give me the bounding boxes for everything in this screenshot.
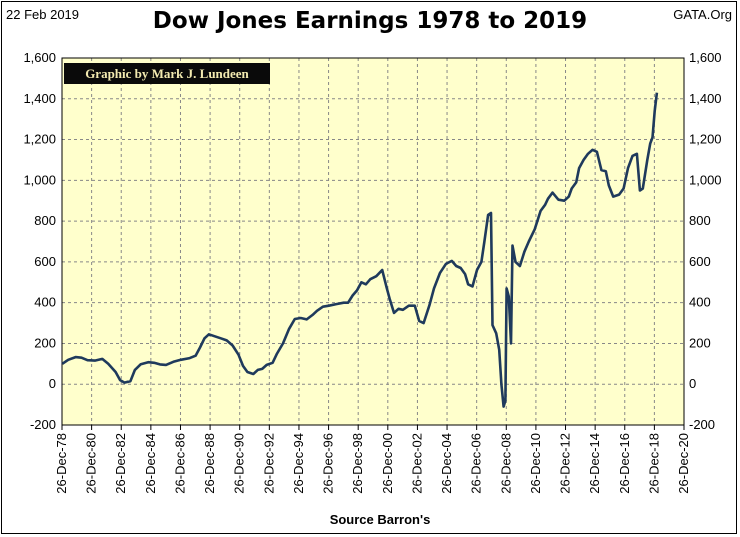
x-tick-label: 26-Dec-12 <box>558 433 573 494</box>
y-tick-label-left: 0 <box>49 376 56 391</box>
y-tick-label-left: 1,200 <box>23 132 56 147</box>
x-tick-label: 26-Dec-92 <box>261 433 276 494</box>
x-tick-label: 26-Dec-08 <box>498 433 513 494</box>
x-tick-label: 26-Dec-96 <box>321 433 336 494</box>
x-tick-label: 26-Dec-82 <box>113 433 128 494</box>
y-tick-label-left: 800 <box>34 213 56 228</box>
plot-border <box>61 57 685 426</box>
y-tick-label-right: 600 <box>689 254 711 269</box>
y-tick-label-left: 600 <box>34 254 56 269</box>
y-tick-label-left: 1,000 <box>23 172 56 187</box>
x-tick-label: 26-Dec-86 <box>172 433 187 494</box>
y-tick-label-right: 800 <box>689 213 711 228</box>
x-tick-label: 26-Dec-14 <box>587 433 602 494</box>
y-tick-label-right: 0 <box>689 376 696 391</box>
x-tick-label: 26-Dec-90 <box>232 433 247 494</box>
x-axis-title: Source Barron's <box>329 512 431 527</box>
x-tick-label: 26-Dec-04 <box>439 433 454 494</box>
y-tick-label-right: 400 <box>689 295 711 310</box>
x-tick-label: 26-Dec-20 <box>676 433 691 494</box>
y-tick-label-right: 1,600 <box>689 50 722 65</box>
x-tick-label: 26-Dec-84 <box>143 433 158 494</box>
plot-area <box>62 58 684 425</box>
x-tick-label: 26-Dec-18 <box>646 433 661 494</box>
chart-title: Dow Jones Earnings 1978 to 2019 <box>152 8 588 34</box>
y-tick-label-left: 400 <box>34 295 56 310</box>
y-tick-label-right: 200 <box>689 335 711 350</box>
x-tick-label: 26-Dec-16 <box>617 433 632 494</box>
x-tick-label: 26-Dec-02 <box>409 433 424 494</box>
y-tick-label-right: 1,000 <box>689 172 722 187</box>
x-tick-label: 26-Dec-88 <box>202 433 217 494</box>
x-tick-label: 26-Dec-80 <box>84 433 99 494</box>
y-tick-label-left: 1,400 <box>23 91 56 106</box>
x-tick-label: 26-Dec-94 <box>291 433 306 494</box>
x-tick-label: 26-Dec-06 <box>469 433 484 494</box>
date-label: 22 Feb 2019 <box>6 7 80 22</box>
x-tick-label: 26-Dec-78 <box>54 433 69 494</box>
y-tick-label-left: 200 <box>34 335 56 350</box>
y-tick-label-right: 1,200 <box>689 132 722 147</box>
x-tick-label: 26-Dec-98 <box>350 433 365 494</box>
y-tick-label-left: -200 <box>30 417 56 432</box>
earnings-line <box>61 92 659 408</box>
credit-banner: Graphic by Mark J. Lundeen <box>64 63 270 84</box>
y-tick-label-left: 1,600 <box>23 50 56 65</box>
y-tick-label-right: -200 <box>689 417 715 432</box>
x-tick-label: 26-Dec-00 <box>380 433 395 494</box>
y-tick-label-right: 1,400 <box>689 91 722 106</box>
source-label: GATA.Org <box>673 7 732 22</box>
x-tick-label: 26-Dec-10 <box>528 433 543 494</box>
